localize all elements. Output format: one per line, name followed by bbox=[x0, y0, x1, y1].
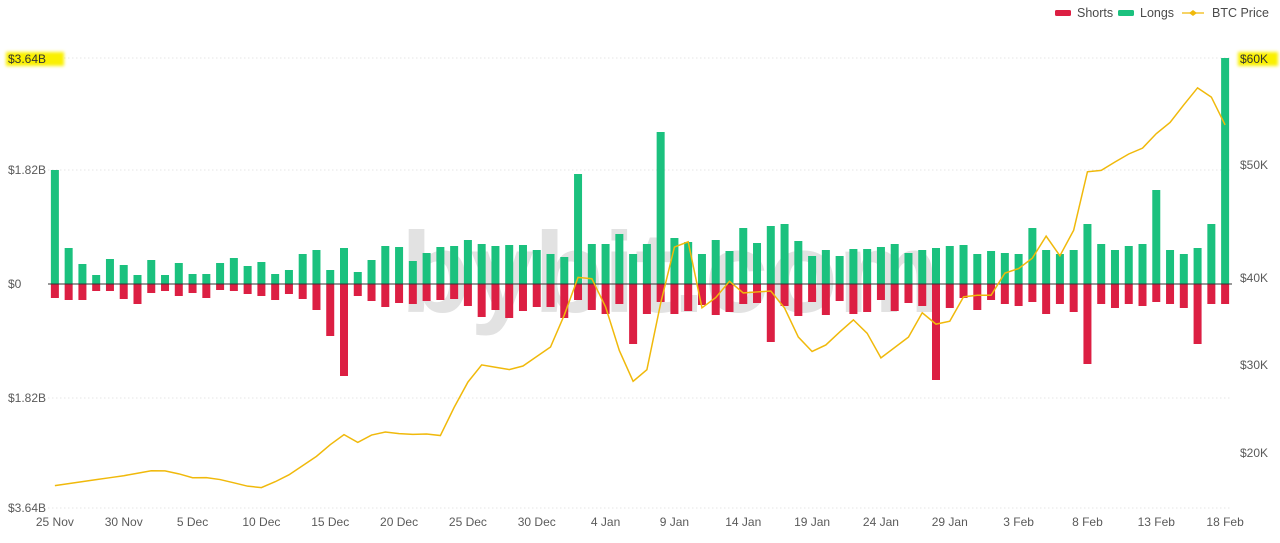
svg-text:$20K: $20K bbox=[1240, 446, 1268, 460]
svg-text:20 Dec: 20 Dec bbox=[380, 515, 418, 529]
svg-text:$3.64B: $3.64B bbox=[8, 52, 46, 66]
svg-text:14 Jan: 14 Jan bbox=[725, 515, 761, 529]
svg-text:$50K: $50K bbox=[1240, 158, 1268, 172]
svg-text:13 Feb: 13 Feb bbox=[1138, 515, 1176, 529]
svg-text:30 Dec: 30 Dec bbox=[518, 515, 556, 529]
svg-text:$1.82B: $1.82B bbox=[8, 391, 46, 405]
svg-text:4 Jan: 4 Jan bbox=[591, 515, 620, 529]
svg-text:10 Dec: 10 Dec bbox=[242, 515, 280, 529]
svg-text:$40K: $40K bbox=[1240, 271, 1268, 285]
svg-text:$60K: $60K bbox=[1240, 52, 1268, 66]
svg-text:3 Feb: 3 Feb bbox=[1003, 515, 1034, 529]
svg-text:19 Jan: 19 Jan bbox=[794, 515, 830, 529]
svg-text:18 Feb: 18 Feb bbox=[1206, 515, 1244, 529]
svg-text:$3.64B: $3.64B bbox=[8, 501, 46, 515]
svg-text:30 Nov: 30 Nov bbox=[105, 515, 143, 529]
svg-text:25 Dec: 25 Dec bbox=[449, 515, 487, 529]
svg-text:BTC Price: BTC Price bbox=[1212, 6, 1269, 20]
svg-text:Shorts: Shorts bbox=[1077, 6, 1113, 20]
svg-text:29 Jan: 29 Jan bbox=[932, 515, 968, 529]
svg-text:25 Nov: 25 Nov bbox=[36, 515, 74, 529]
svg-text:Longs: Longs bbox=[1140, 6, 1174, 20]
svg-text:$30K: $30K bbox=[1240, 358, 1268, 372]
svg-text:$0: $0 bbox=[8, 277, 22, 291]
svg-text:$1.82B: $1.82B bbox=[8, 163, 46, 177]
svg-text:8 Feb: 8 Feb bbox=[1072, 515, 1103, 529]
svg-text:9 Jan: 9 Jan bbox=[660, 515, 689, 529]
svg-text:5 Dec: 5 Dec bbox=[177, 515, 208, 529]
svg-text:24 Jan: 24 Jan bbox=[863, 515, 899, 529]
svg-text:15 Dec: 15 Dec bbox=[311, 515, 349, 529]
